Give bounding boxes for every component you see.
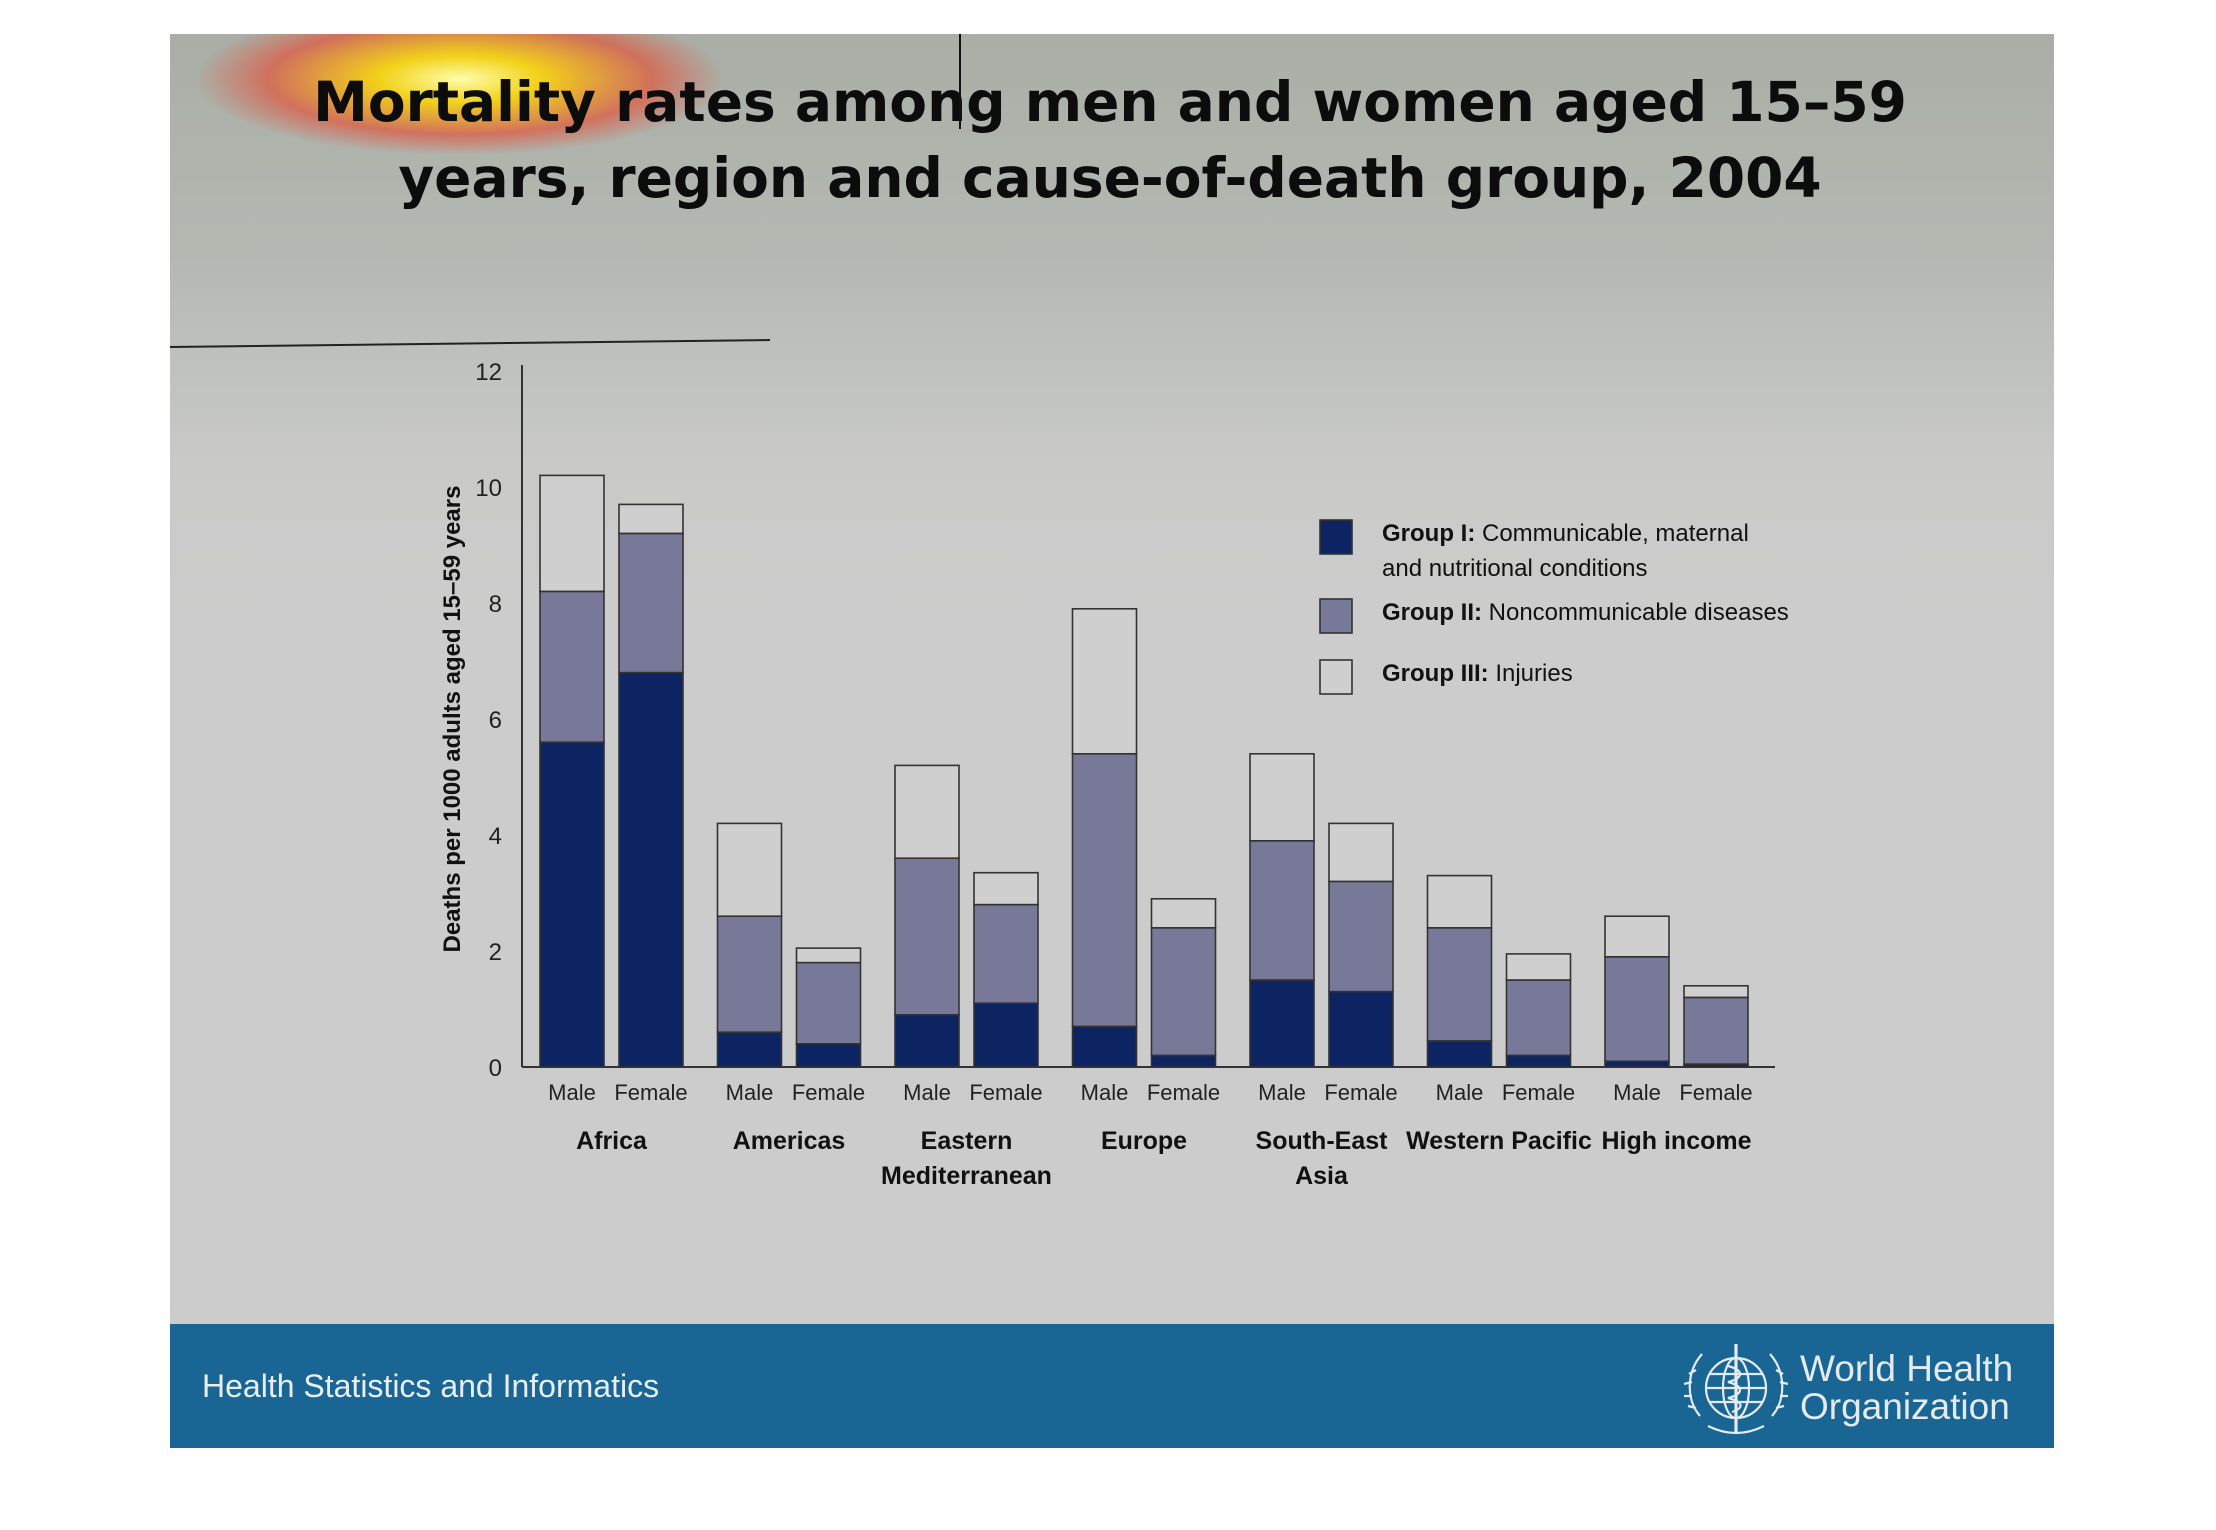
legend-swatch-2 [1319, 598, 1353, 634]
x-tick-label: Female [1147, 1080, 1220, 1105]
decorative-lines [170, 34, 961, 348]
who-logo-line-2: Organization [1800, 1386, 2010, 1427]
bar-segment-2 [1505, 979, 1572, 1057]
bar-segment-2 [795, 961, 862, 1045]
bar-segment-2 [973, 903, 1039, 1004]
bar-segment-1 [1328, 990, 1394, 1068]
footer-bar: Health Statistics and Informatics World … [170, 1324, 2054, 1448]
bar-segment-3 [1505, 953, 1572, 981]
who-logo-text: World Health Organization [1800, 1350, 2013, 1426]
bars [539, 474, 1749, 1068]
group-label: Africa [576, 1127, 648, 1155]
y-tick-label: 6 [489, 707, 502, 734]
legend-entry-2: Group II: Noncommunicable diseases [1382, 599, 1789, 626]
bar-segment-1 [618, 671, 684, 1068]
group-label: Asia [1295, 1162, 1349, 1190]
bar-segment-2 [1249, 839, 1315, 981]
y-tick-label: 12 [475, 359, 502, 386]
bar-segment-3 [973, 871, 1039, 906]
chart: 0 2 4 6 8 10 12 Deaths per 1000 adults aged 15–… [170, 34, 1789, 1190]
y-tick-label: 4 [489, 823, 502, 850]
y-tick-label: 2 [489, 939, 502, 966]
x-tick-label: Male [548, 1080, 596, 1105]
x-tick-label: Female [1679, 1080, 1752, 1105]
bar-segment-1 [1249, 979, 1315, 1068]
x-tick-label: Male [1081, 1080, 1129, 1105]
bar-segment-3 [1071, 607, 1138, 755]
x-tick-label: Female [614, 1080, 687, 1105]
legend-swatch-1 [1319, 519, 1353, 555]
bar-segment-3 [1683, 984, 1749, 999]
bar-segment-2 [539, 590, 605, 744]
bar-segment-2 [1328, 880, 1394, 993]
bar-segment-2 [1683, 996, 1749, 1065]
bar-segment-2 [1071, 752, 1138, 1028]
bar-segment-3 [1150, 897, 1217, 929]
group-label: Western Pacific [1406, 1127, 1592, 1155]
x-axis-labels: Male Female Africa Male Female Americas Male Fe… [548, 1080, 1753, 1190]
highlight-glow [200, 34, 720, 154]
group-label: Europe [1101, 1127, 1187, 1155]
y-tick-label: 10 [475, 475, 502, 502]
bar-segment-3 [1604, 915, 1670, 958]
bar-segment-2 [1150, 926, 1217, 1057]
x-tick-label: Female [969, 1080, 1042, 1105]
bar-segment-3 [539, 474, 605, 593]
y-axis-label: Deaths per 1000 adults aged 15–59 years [439, 486, 466, 953]
x-tick-label: Male [726, 1080, 774, 1105]
group-label: Mediterranean [881, 1162, 1052, 1190]
bar-segment-3 [795, 947, 862, 964]
bar-segment-2 [894, 857, 960, 1016]
bar-segment-1 [539, 741, 605, 1068]
y-tick-label: 8 [489, 591, 502, 618]
x-tick-label: Male [903, 1080, 951, 1105]
bar-segment-3 [618, 503, 684, 535]
legend-entry-1: and nutritional conditions [1382, 555, 1648, 582]
y-tick-label: 0 [489, 1055, 502, 1082]
bar-segment-1 [1071, 1025, 1138, 1068]
chart-title: Mortality rates among men and women aged… [313, 70, 1907, 210]
legend-entry-3: Group III: Injuries [1382, 660, 1573, 687]
bar-segment-3 [1426, 874, 1493, 929]
group-label: Americas [733, 1127, 846, 1155]
who-emblem-icon [1683, 1344, 1789, 1435]
bar-segment-3 [1249, 752, 1315, 842]
bar-segment-1 [716, 1031, 783, 1068]
x-tick-label: Male [1613, 1080, 1661, 1105]
bar-segment-1 [973, 1002, 1039, 1068]
x-tick-label: Female [1324, 1080, 1397, 1105]
footer-text: Health Statistics and Informatics [202, 1368, 660, 1404]
x-tick-label: Male [1436, 1080, 1484, 1105]
bar-segment-3 [894, 764, 960, 860]
bar-segment-2 [1604, 955, 1670, 1062]
x-tick-label: Male [1258, 1080, 1306, 1105]
bar-segment-3 [1328, 822, 1394, 883]
bar-segment-1 [1426, 1040, 1493, 1068]
bar-segment-1 [894, 1013, 960, 1068]
legend-entry-1: Group I: Communicable, maternal [1382, 520, 1749, 547]
group-label: High income [1601, 1127, 1751, 1155]
bar-segment-2 [618, 532, 684, 674]
bar-segment-1 [1604, 1060, 1670, 1068]
x-tick-label: Female [1502, 1080, 1575, 1105]
bar-segment-1 [795, 1042, 862, 1068]
group-label: Eastern [921, 1127, 1013, 1155]
legend: Group I: Communicable, maternal and nutri… [1319, 519, 1789, 695]
who-logo-line-1: World Health [1800, 1348, 2014, 1389]
bar-segment-2 [716, 915, 783, 1034]
bar-segment-1 [1150, 1054, 1217, 1068]
legend-swatch-3 [1319, 659, 1353, 695]
bar-segment-1 [1505, 1054, 1572, 1068]
x-tick-label: Female [792, 1080, 865, 1105]
bar-segment-2 [1426, 926, 1493, 1042]
bar-segment-3 [716, 822, 783, 918]
group-label: South-East [1256, 1127, 1389, 1155]
slide: Mortality rates among men and women aged… [170, 34, 2054, 1448]
